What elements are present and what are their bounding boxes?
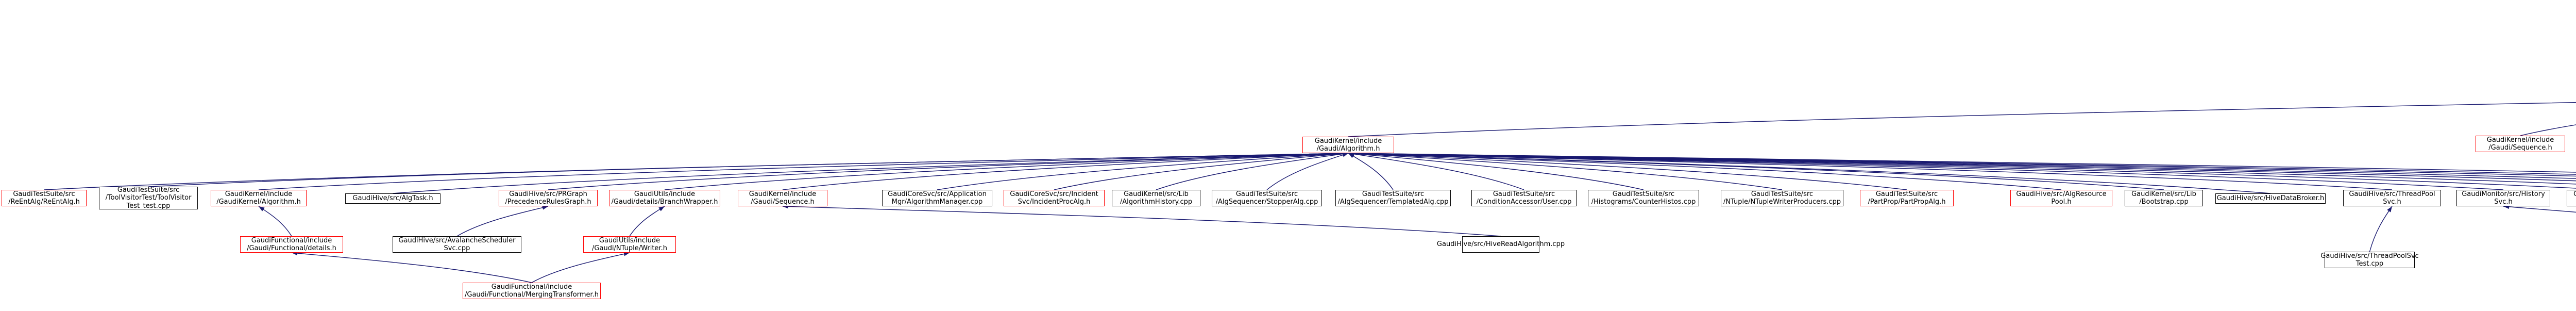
graph-edge	[1348, 152, 1524, 190]
graph-node[interactable]: GaudiTestSuite/src /ToolVisitorTest/Tool…	[99, 186, 198, 210]
graph-edge	[44, 151, 1349, 190]
graph-edge	[782, 151, 1349, 190]
graph-edge	[1348, 151, 2271, 194]
graph-node[interactable]: GaudiHive/src/AlgTask.h	[345, 193, 440, 204]
graph-node[interactable]: GaudiCoreSvc/src/Application Mgr/Algorit…	[882, 190, 992, 206]
graph-edge	[548, 151, 1349, 190]
graph-edge	[2503, 204, 2576, 213]
graph-node[interactable]: GaudiHive/src/HiveDataBroker.h	[2215, 193, 2326, 204]
graph-edge	[937, 151, 1349, 190]
graph-node[interactable]: GaudiKernel/include /Gaudi/Algorithm.h	[1302, 137, 1394, 153]
graph-edge	[629, 206, 665, 237]
graph-edge	[1054, 151, 1349, 190]
graph-node[interactable]: GaudiTestSuite/src /NTuple/NTupleWriterP…	[1721, 190, 1843, 206]
graph-edge	[291, 251, 532, 283]
graph-edge	[1348, 151, 1644, 190]
graph-edge	[2369, 206, 2393, 252]
graph-node[interactable]: GaudiHive/src/HiveReadAlgorithm.cpp	[1437, 236, 1565, 253]
graph-edge	[531, 252, 630, 283]
graph-node[interactable]: GaudiFunctional/include /Gaudi/Functiona…	[463, 283, 601, 299]
graph-node[interactable]: GaudiHive/src/AlgResource Pool.h	[2010, 190, 2112, 206]
graph-edge	[1266, 153, 1349, 190]
graph-edge	[782, 204, 1501, 237]
graph-node[interactable]: GaudiKernel/src/Lib /Algorithm.cpp	[2567, 190, 2576, 206]
graph-edge	[258, 151, 1349, 190]
graph-node[interactable]: GaudiTestSuite/src /ConditionAccessor/Us…	[1471, 190, 1577, 206]
graph-node[interactable]: GaudiKernel/include /Gaudi/Sequence.h	[738, 190, 827, 206]
graph-node[interactable]: GaudiFunctional/include /Gaudi/Functiona…	[240, 236, 343, 253]
graph-node[interactable]: GaudiKernel/src/Lib /AlgorithmHistory.cp…	[1112, 190, 1200, 206]
graph-node[interactable]: GaudiCoreSvc/src/Incident Svc/IncidentPr…	[1004, 190, 1105, 206]
graph-edge	[258, 206, 292, 237]
graph-node[interactable]: GaudiMonitor/src/History Svc.h	[2456, 190, 2550, 206]
graph-edge	[1348, 102, 2576, 137]
graph-node[interactable]: GaudiTestSuite/src /AlgSequencer/Stopper…	[1212, 190, 1322, 206]
graph-node[interactable]: GaudiUtils/include /Gaudi/NTuple/Writer.…	[583, 236, 676, 253]
graph-edge	[1156, 152, 1349, 190]
graph-edge	[2520, 124, 2576, 136]
graph-edge	[456, 205, 549, 237]
graph-node[interactable]: GaudiTestSuite/src /PartProp/PartPropAlg…	[1860, 190, 1954, 206]
graph-node[interactable]: GaudiHive/src/ThreadPoolSvc Test.cpp	[2320, 252, 2419, 268]
graph-edge	[1348, 151, 1783, 190]
graph-edge	[393, 151, 1349, 194]
graph-edge	[664, 151, 1349, 190]
graph-node[interactable]: GaudiKernel/include /GaudiKernel/Algorit…	[211, 190, 307, 206]
graph-node[interactable]: GaudiTestSuite/src /Histograms/CounterHi…	[1588, 190, 1699, 206]
graph-node[interactable]: GaudiTestSuite/src /AlgSequencer/Templat…	[1335, 190, 1451, 206]
graph-edge	[148, 151, 1349, 187]
graph-node[interactable]: GaudiHive/src/PRGraph /PrecedenceRulesGr…	[499, 190, 598, 206]
graph-edge	[1348, 151, 1907, 190]
graph-node[interactable]: GaudiUtils/include /Gaudi/details/Branch…	[609, 190, 720, 206]
graph-node[interactable]: GaudiKernel/src/Lib /Bootstrap.cpp	[2125, 190, 2203, 206]
graph-edge	[1348, 151, 2576, 173]
graph-node[interactable]: GaudiHive/src/AvalancheScheduler Svc.cpp	[393, 236, 521, 253]
graph-node[interactable]: GaudiKernel/include /Gaudi/Sequence.h	[2476, 136, 2565, 152]
graph-edge	[1348, 151, 2062, 190]
graph-node[interactable]: GaudiHive/src/ThreadPool Svc.h	[2343, 190, 2441, 206]
graph-node[interactable]: GaudiTestSuite/src /ReEntAlg/ReEntAlg.h	[2, 190, 87, 206]
